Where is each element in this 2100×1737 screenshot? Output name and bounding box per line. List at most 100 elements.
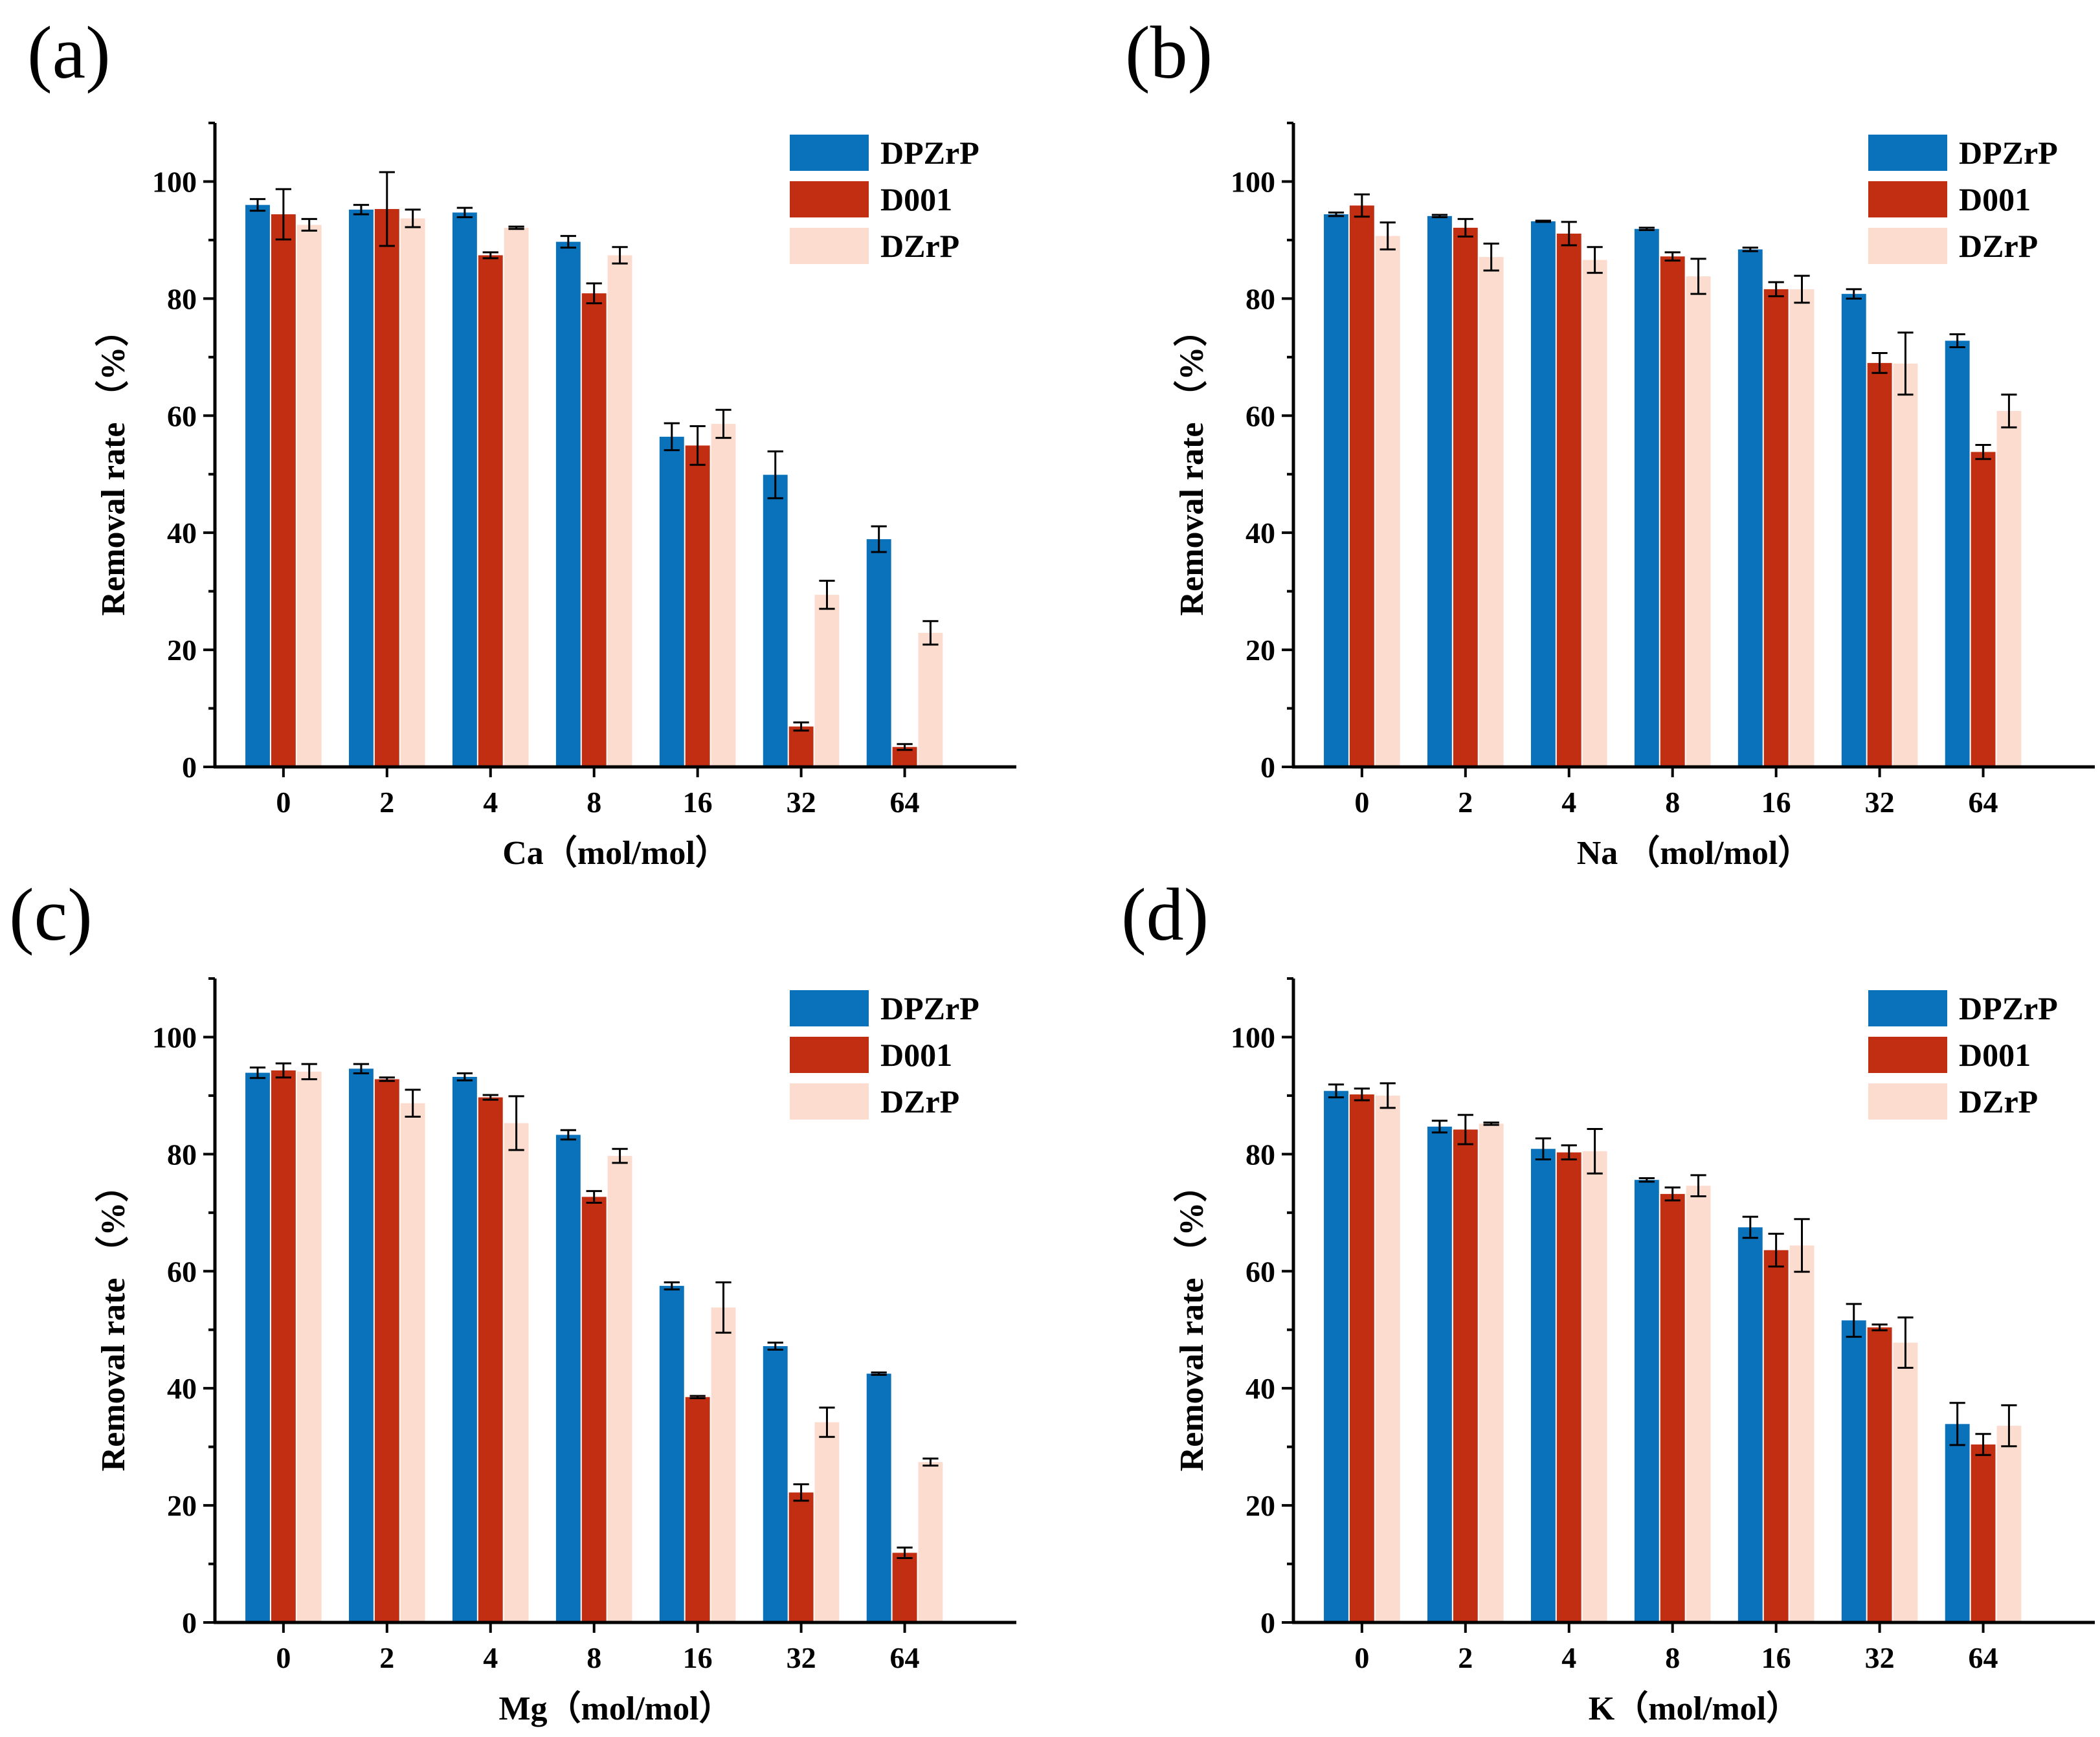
error-bar-d001-64 [1975,1433,1991,1456]
legend-label-dpzrp: DPZrP [1959,135,2058,171]
bar-d001-8 [581,293,607,767]
legend-swatch-d001 [790,181,869,217]
error-bar-d001-4 [482,251,498,260]
error-bar-d001-2 [379,171,395,247]
bar-dzrp-32 [814,595,840,767]
legend-swatch-d001 [1868,1037,1947,1073]
y-tick-label: 80 [167,282,197,315]
legend-label-d001: D001 [880,1037,952,1073]
bar-d001-2 [374,1079,399,1622]
legend-swatch-dpzrp [790,990,869,1026]
bar-dpzrp-8 [1634,228,1659,767]
error-bar-dpzrp-8 [1638,227,1655,232]
bar-dpzrp-4 [1530,221,1556,767]
error-bar-dpzrp-2 [1431,214,1448,219]
error-bar-d001-32 [1871,1323,1888,1332]
error-bar-dzrp-2 [405,1089,421,1118]
error-bar-d001-64 [897,1546,913,1559]
error-bar-dzrp-8 [612,1147,628,1164]
bar-d001-64 [1971,452,1996,767]
error-bar-dpzrp-32 [1846,288,1862,300]
bar-dpzrp-0 [245,1072,270,1622]
error-bar-dzrp-2 [405,208,421,228]
y-tick-label: 80 [1245,282,1275,315]
x-tick-label: 8 [1665,786,1680,819]
error-bar-d001-32 [793,721,809,732]
bar-dpzrp-8 [1634,1180,1659,1622]
error-bar-dzrp-32 [819,579,835,610]
panel-b-label: (b) [1125,12,1212,94]
bar-dzrp-64 [918,1462,943,1622]
error-bar-dpzrp-2 [353,204,370,216]
legend-swatch-dpzrp [1868,135,1947,171]
y-tick-label: 40 [167,516,197,549]
error-bar-dpzrp-0 [249,198,266,212]
x-tick-label: 64 [890,1641,920,1674]
error-bar-dzrp-64 [2001,393,2017,428]
panel-a: (a) 0 20 40 60 80 100 0 2 4 8 16 32 64 Ca（mol/mol） R… [27,12,1016,872]
bar-dzrp-2 [400,1103,425,1622]
panel-b-legend: DPZrP D001 DZrP [1868,135,2058,264]
error-bar-dpzrp-16 [664,1281,680,1290]
bar-dpzrp-32 [763,474,788,767]
legend-label-dzrp: DZrP [880,228,959,264]
x-tick-label: 64 [1969,786,1998,819]
bar-dzrp-8 [1686,1186,1711,1622]
bar-dzrp-8 [607,1156,632,1622]
error-bar-d001-8 [1664,251,1681,262]
panel-c-y-axis-title: Removal rate （%） [95,1169,132,1472]
panel-c-x-axis-title: Mg（mol/mol） [498,1690,732,1727]
bar-dpzrp-64 [1945,1424,1970,1622]
y-tick-label: 60 [1245,399,1275,432]
bar-dzrp-2 [1479,257,1504,768]
bar-d001-0 [1349,205,1374,768]
panel-c-plot: 0 20 40 60 80 100 0 2 4 8 16 32 64 [152,977,1016,1674]
legend-swatch-dzrp [1868,1083,1947,1120]
bar-dzrp-32 [1893,363,1918,767]
error-bar-dpzrp-64 [1949,1402,1965,1446]
bar-d001-8 [1660,256,1685,768]
error-bar-dpzrp-8 [1638,1177,1655,1183]
error-bar-dzrp-8 [1690,1174,1706,1197]
legend-swatch-d001 [790,1037,869,1073]
y-tick-label: 0 [1260,1606,1275,1639]
bar-d001-4 [1556,1152,1581,1622]
y-tick-label: 0 [182,751,197,784]
y-tick-label: 20 [167,634,197,667]
error-bar-d001-2 [1457,1114,1473,1145]
y-tick-label: 100 [152,1021,197,1054]
panel-b-plot: 0 20 40 60 80 100 0 2 4 8 16 32 64 [1231,122,2095,819]
error-bar-d001-16 [689,425,706,466]
bar-dzrp-8 [607,255,632,768]
bar-dpzrp-2 [1427,1126,1452,1622]
error-bar-dpzrp-4 [456,206,473,219]
panel-c-legend: DPZrP D001 DZrP [790,990,979,1120]
y-tick-label: 80 [1245,1138,1275,1171]
error-bar-d001-4 [1561,221,1577,247]
error-bar-dpzrp-32 [1846,1303,1862,1338]
legend-swatch-dzrp [790,1083,869,1120]
panel-d-y-axis-title: Removal rate （%） [1173,1169,1211,1472]
x-tick-label: 0 [1354,1641,1369,1674]
legend-label-dpzrp: DPZrP [1959,990,2058,1026]
error-bar-dpzrp-0 [249,1066,266,1079]
bar-dpzrp-2 [348,1068,374,1622]
bar-dpzrp-16 [1737,249,1763,767]
bar-dzrp-64 [1996,1426,2022,1622]
error-bar-d001-64 [897,743,913,751]
legend-label-dpzrp: DPZrP [880,135,979,171]
error-bar-dzrp-0 [301,217,317,232]
error-bar-dpzrp-64 [1949,333,1965,348]
x-tick-label: 8 [1665,1641,1680,1674]
error-bar-dzrp-64 [922,1457,939,1467]
bar-dpzrp-8 [555,241,581,767]
bar-d001-4 [1556,233,1581,767]
panel-b-y-axis-title: Removal rate （%） [1173,313,1211,616]
bar-dzrp-16 [711,1307,736,1622]
bar-d001-64 [1971,1444,1996,1622]
error-bar-d001-0 [1354,193,1370,218]
x-tick-label: 0 [276,786,291,819]
error-bar-dzrp-16 [715,1281,732,1334]
error-bar-d001-0 [1354,1087,1370,1101]
